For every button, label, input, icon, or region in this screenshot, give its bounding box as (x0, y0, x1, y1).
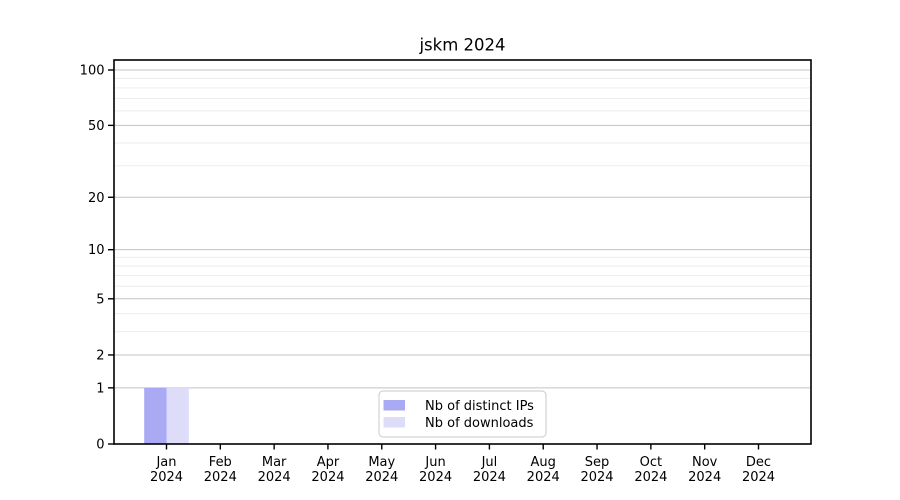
x-tick-label-month: Aug (531, 455, 556, 470)
x-tick-label-year: 2024 (634, 470, 667, 485)
legend-box (378, 390, 547, 438)
x-tick-label-year: 2024 (258, 470, 291, 485)
x-tick-label-year: 2024 (311, 470, 344, 485)
bar-nb-of-downloads-jan-2024 (166, 387, 189, 444)
y-tick-label: 50 (88, 119, 105, 134)
x-tick-label-month: Jun (424, 455, 445, 470)
legend-swatch-distinct-ips (383, 400, 405, 411)
x-tick-label-year: 2024 (688, 470, 721, 485)
x-tick-label-month: Dec (746, 455, 771, 470)
y-tick-label: 1 (96, 381, 104, 396)
y-grid-major (114, 69, 811, 389)
x-tick-label-month: Nov (692, 455, 718, 470)
x-tick-label-month: Apr (317, 455, 340, 470)
y-tick-label: 100 (80, 64, 105, 79)
bar-nb-of-distinct-ips-jan-2024 (144, 387, 167, 444)
y-tick-label: 20 (88, 191, 105, 206)
chart-title: jskm 2024 (418, 36, 505, 55)
x-tick-label-month: Mar (262, 455, 287, 470)
x-tick-label-year: 2024 (580, 470, 613, 485)
x-tick-label-month: Sep (585, 455, 610, 470)
y-tick-label: 2 (96, 348, 104, 363)
y-tick-label: 0 (96, 438, 104, 453)
legend: Nb of distinct IPs Nb of downloads (378, 390, 547, 438)
x-tick-label-year: 2024 (365, 470, 398, 485)
x-tick-label-month: Feb (209, 455, 232, 470)
x-tick-label-year: 2024 (150, 470, 183, 485)
y-grid-minor (114, 77, 811, 333)
tick-marks (108, 69, 760, 450)
x-tick-label-month: Jul (481, 455, 498, 470)
x-tick-label-year: 2024 (419, 470, 452, 485)
legend-label-downloads: Nb of downloads (425, 416, 534, 431)
y-tick-label: 5 (96, 292, 104, 307)
x-tick-label-year: 2024 (204, 470, 237, 485)
x-tick-label-month: Jan (155, 455, 176, 470)
y-tick-label: 10 (88, 243, 105, 258)
x-tick-label-year: 2024 (473, 470, 506, 485)
plot-frame (113, 59, 812, 445)
legend-swatch-downloads (383, 417, 405, 428)
x-tick-label-month: Oct (640, 455, 662, 470)
axis-tick-labels: 0125102050100Jan2024Feb2024Mar2024Apr202… (80, 64, 775, 486)
x-tick-label-year: 2024 (742, 470, 775, 485)
x-tick-label-year: 2024 (527, 470, 560, 485)
x-tick-label-month: May (368, 455, 395, 470)
legend-label-distinct-ips: Nb of distinct IPs (425, 399, 534, 414)
bars-layer (144, 387, 189, 444)
